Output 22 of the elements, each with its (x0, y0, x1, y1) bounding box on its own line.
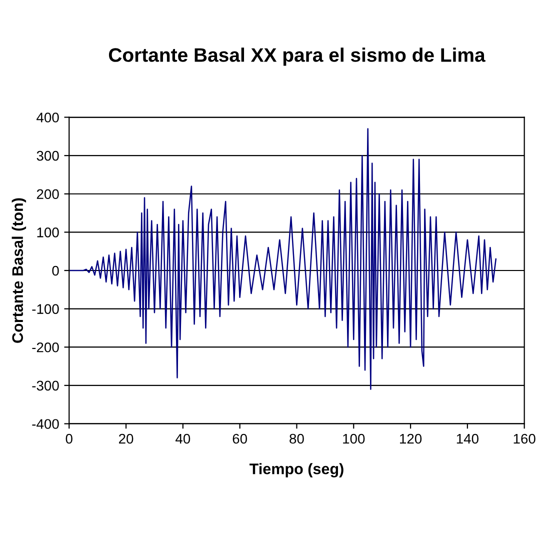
line-series (69, 128, 497, 390)
y-tick-label: -200 (32, 342, 59, 352)
y-tick-label: -400 (32, 419, 59, 429)
x-tick-label: 160 (514, 434, 536, 444)
y-tick-label: -300 (32, 380, 59, 391)
x-tick-label: 80 (290, 434, 304, 444)
y-tick-label: 300 (36, 150, 59, 161)
y-tick-label: 100 (37, 228, 59, 238)
y-axis-title: Cortante Basal (ton) (12, 198, 26, 343)
y-tick-label: -100 (32, 304, 59, 314)
x-tick-label: 60 (232, 434, 248, 444)
y-tick-label: 200 (36, 189, 59, 200)
x-tick-label: 40 (176, 434, 190, 444)
y-tick-label: 400 (36, 112, 59, 122)
x-tick-label: 120 (400, 434, 422, 444)
x-tick-label: 0 (66, 434, 72, 444)
x-tick-label: 100 (343, 434, 365, 444)
chart-title: Cortante Basal XX para el sismo de Lima (108, 48, 486, 66)
y-tick-label: 0 (52, 266, 59, 276)
x-tick-label: 20 (119, 434, 134, 444)
x-tick-label: 140 (456, 434, 478, 444)
x-axis-title: Tiempo (seg) (250, 463, 344, 478)
